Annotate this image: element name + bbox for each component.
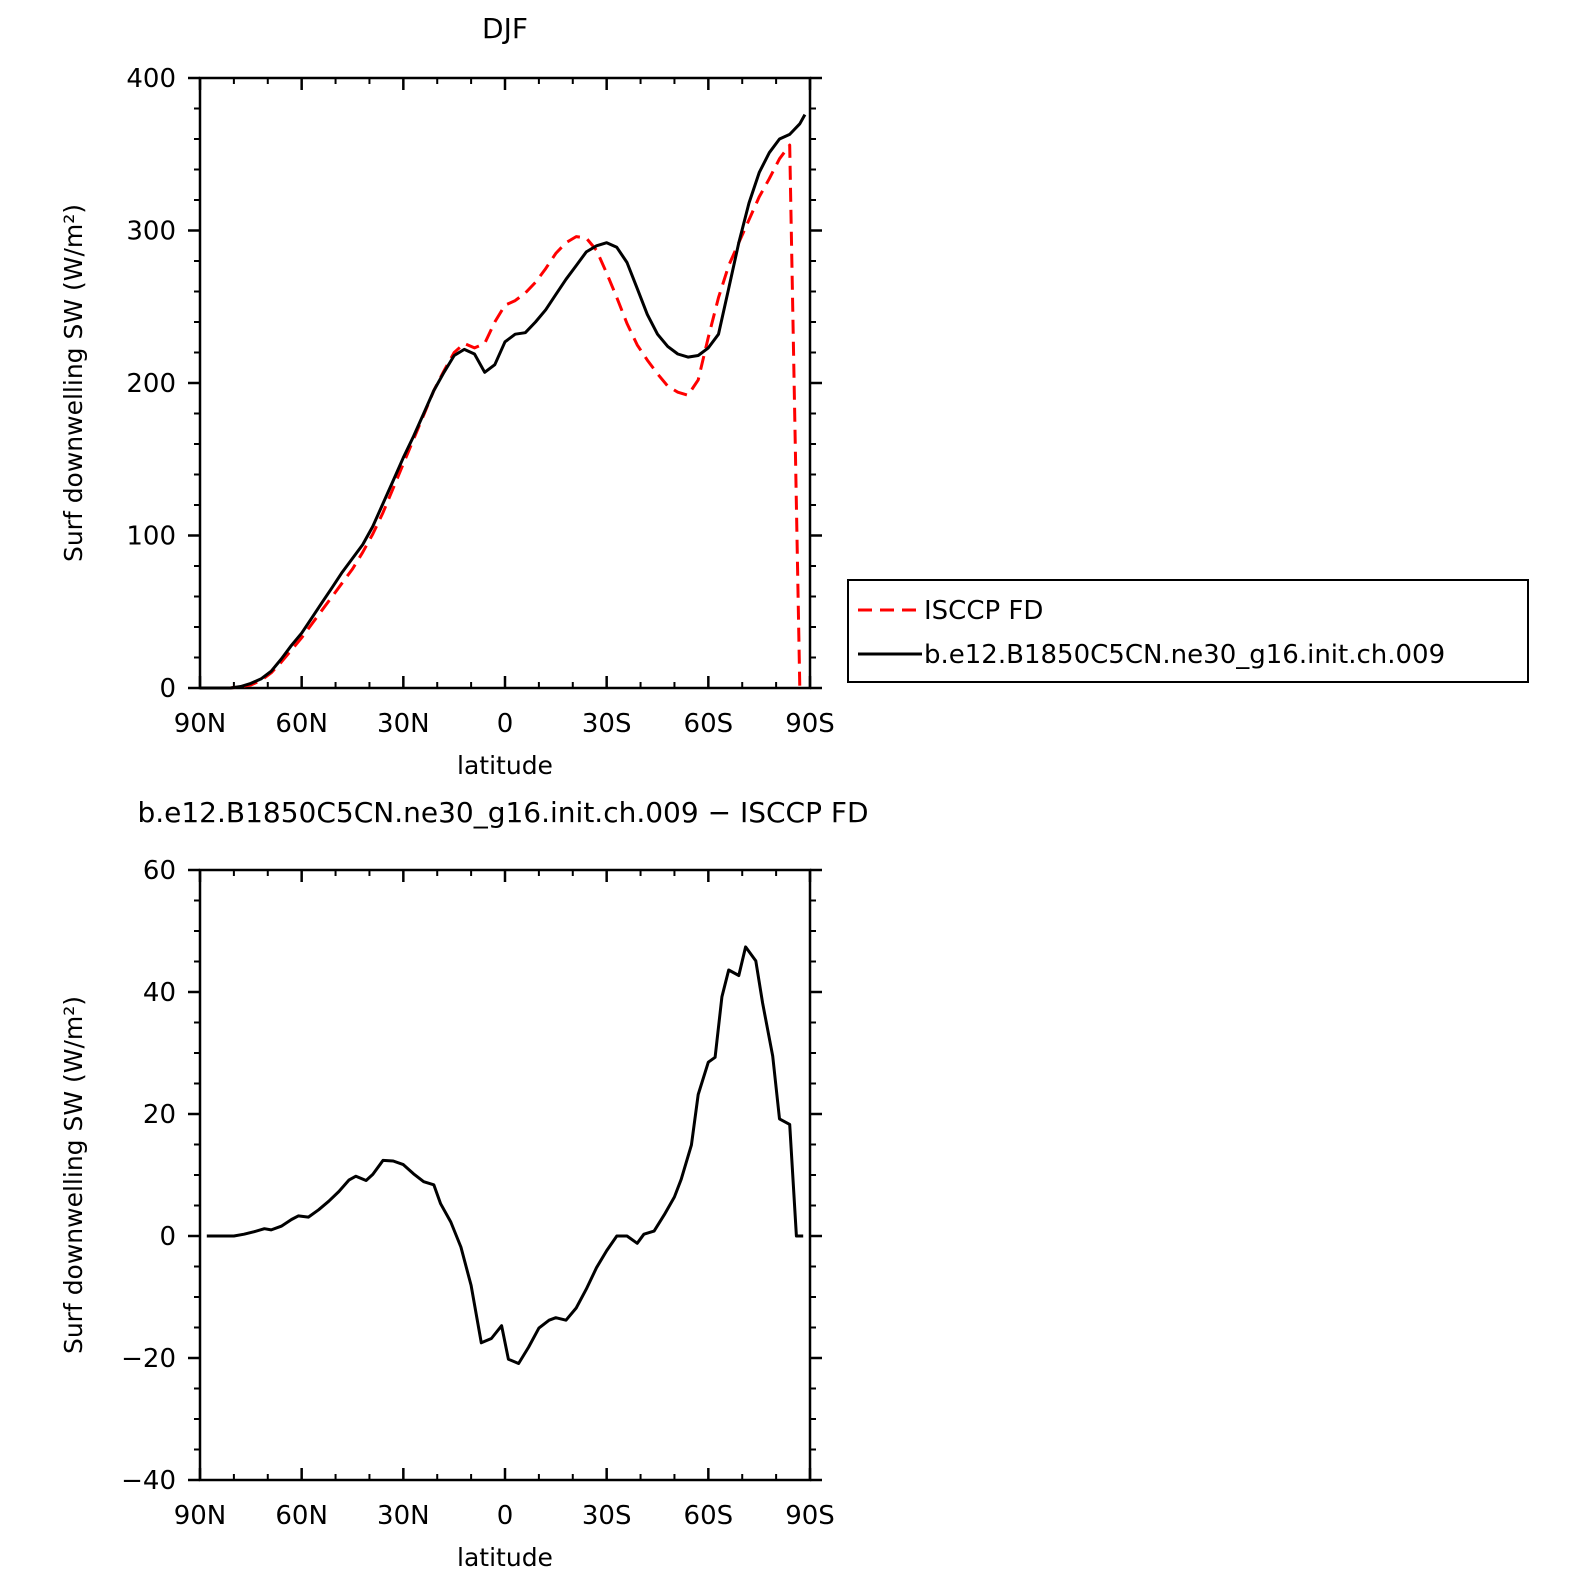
- x-tick-label: 30N: [377, 1501, 430, 1531]
- y-tick-label: −40: [121, 1466, 176, 1496]
- y-tick-label: 0: [159, 674, 176, 704]
- chart-panel-1: DJF 90N 60N 30N 0 30S 60S 90S 0 100 200 300 400 latit…: [59, 12, 1529, 780]
- plot-area: [206, 945, 804, 1365]
- x-tick-label: 90S: [785, 709, 835, 739]
- y-tick-label: 100: [126, 522, 176, 552]
- legend-label-1: ISCCP FD: [924, 596, 1043, 626]
- y-tick-label: 200: [126, 369, 176, 399]
- x-axis-label: latitude: [457, 1543, 553, 1572]
- y-axis-label: Surf downwelling SW (W/m²): [59, 204, 88, 562]
- x-tick-label: 0: [497, 1501, 514, 1531]
- series-line-2: [200, 113, 807, 690]
- chart-panel-2: b.e12.B1850C5CN.ne30_g16.init.ch.009 − I…: [59, 796, 869, 1572]
- series-line-1: [206, 945, 804, 1365]
- plot-frame: [198, 76, 812, 690]
- x-tick-label: 90N: [174, 709, 227, 739]
- x-tick-label: 30S: [582, 709, 632, 739]
- x-tick-label: 60N: [275, 1501, 328, 1531]
- x-tick-label: 30N: [377, 709, 430, 739]
- y-tick-label: 20: [143, 1100, 176, 1130]
- y-tick-label: 0: [159, 1222, 176, 1252]
- y-tick-label: 60: [143, 856, 176, 886]
- x-tick-label: 60S: [684, 709, 734, 739]
- series-line-1: [200, 143, 805, 690]
- legend: ISCCP FD b.e12.B1850C5CN.ne30_g16.init.ch…: [847, 579, 1529, 683]
- x-tick-label: 90S: [785, 1501, 835, 1531]
- plot-area: [200, 113, 807, 690]
- x-tick-label: 90N: [174, 1501, 227, 1531]
- plot-frame: [198, 868, 812, 1482]
- chart-title: DJF: [482, 12, 528, 45]
- y-tick-label: 40: [143, 978, 176, 1008]
- legend-label-2: b.e12.B1850C5CN.ne30_g16.init.ch.009: [924, 640, 1445, 670]
- y-tick-label: −20: [121, 1344, 176, 1374]
- x-tick-label: 30S: [582, 1501, 632, 1531]
- y-tick-label: 400: [126, 64, 176, 94]
- chart-title: b.e12.B1850C5CN.ne30_g16.init.ch.009 − I…: [137, 796, 868, 829]
- y-axis-label: Surf downwelling SW (W/m²): [59, 996, 88, 1354]
- x-tick-label: 60S: [684, 1501, 734, 1531]
- x-axis-label: latitude: [457, 751, 553, 780]
- x-tick-label: 0: [497, 709, 514, 739]
- y-tick-label: 300: [126, 217, 176, 247]
- legend-box: [847, 579, 1529, 683]
- x-tick-label: 60N: [275, 709, 328, 739]
